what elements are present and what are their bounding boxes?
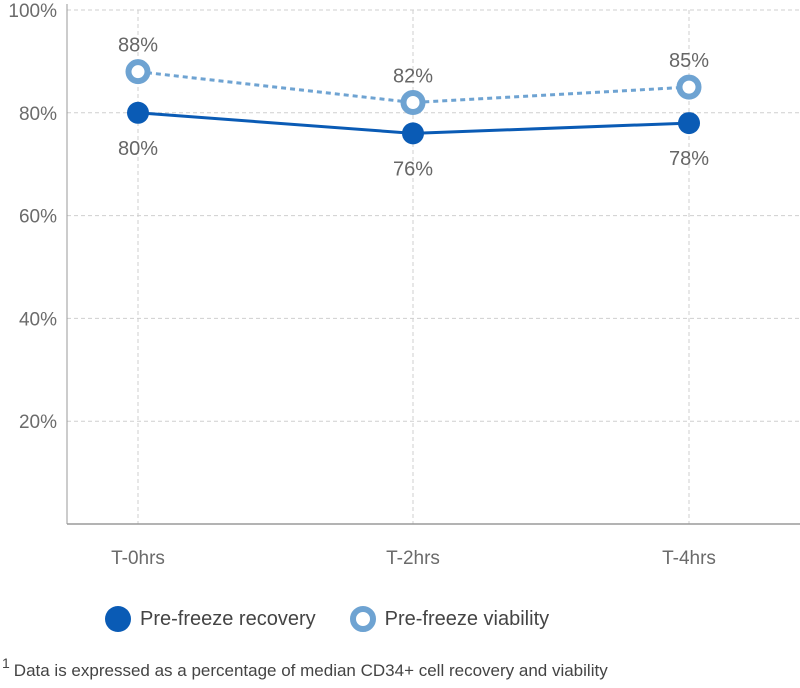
y-tick-label: 80%	[19, 104, 57, 125]
x-tick-label: T-2hrs	[386, 548, 440, 569]
y-tick-label: 100%	[8, 1, 57, 22]
legend-swatch-viability	[349, 606, 376, 632]
line-chart: 20% 40% 60% 80% 100% T-0hrs T-2hrs T-4hrs 88% 82%…	[8, 1, 800, 569]
data-label-recovery: 78%	[669, 148, 709, 170]
data-point-recovery	[127, 101, 149, 124]
data-label-recovery: 80%	[118, 138, 158, 160]
series	[125, 59, 702, 145]
data-point-viability	[400, 90, 426, 116]
data-label-recovery: 76%	[393, 158, 433, 180]
data-label-viability: 82%	[393, 66, 433, 88]
legend-item-viability[interactable]: Pre-freeze viability	[349, 606, 550, 632]
data-label-viability: 85%	[669, 50, 709, 72]
data-label-viability: 88%	[118, 35, 158, 57]
data-point-viability	[125, 59, 151, 85]
legend: Pre-freeze recovery Pre-freeze viability	[105, 606, 583, 632]
y-tick-label: 40%	[19, 309, 57, 330]
legend-swatch-recovery	[105, 606, 131, 632]
footnote-marker: 1	[2, 655, 10, 671]
footnote: 1 Data is expressed as a percentage of me…	[2, 655, 608, 681]
legend-label-viability: Pre-freeze viability	[384, 607, 550, 630]
data-point-viability	[676, 74, 702, 100]
y-tick-label: 20%	[19, 412, 57, 433]
labels: 20% 40% 60% 80% 100% T-0hrs T-2hrs T-4hrs 88% 82%…	[8, 1, 716, 569]
axes	[66, 4, 800, 525]
series-line-viability	[137, 70, 690, 105]
x-tick-label: T-0hrs	[111, 548, 165, 569]
footnote-text: Data is expressed as a percentage of med…	[13, 661, 608, 680]
x-tick-label: T-4hrs	[662, 548, 716, 569]
data-point-recovery	[678, 112, 700, 135]
y-tick-label: 60%	[19, 207, 57, 228]
legend-item-recovery[interactable]: Pre-freeze recovery	[105, 606, 316, 632]
legend-label-recovery: Pre-freeze recovery	[140, 607, 316, 630]
grid-lines	[67, 9, 800, 524]
data-point-recovery	[402, 122, 424, 145]
